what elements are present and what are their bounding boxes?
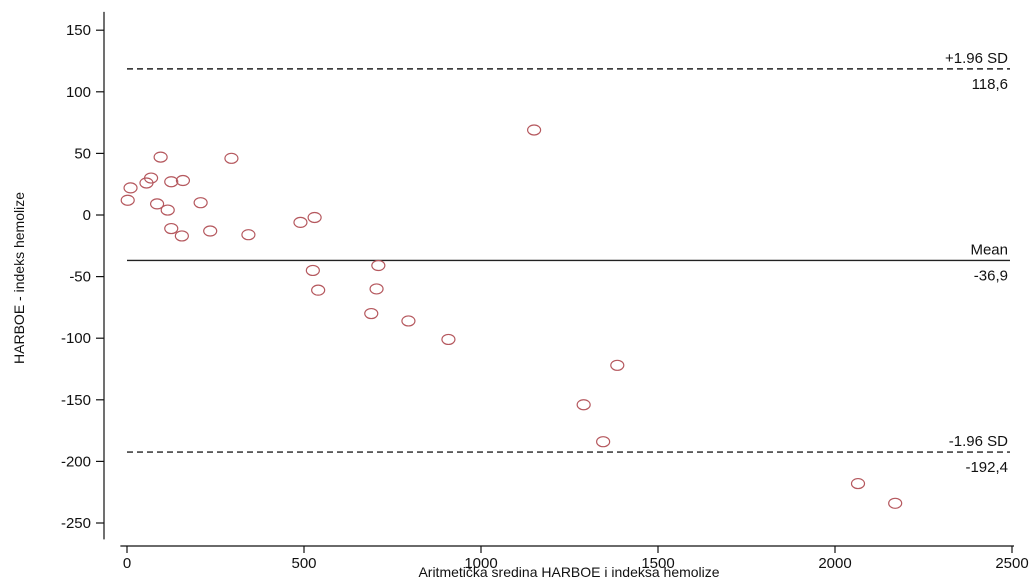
data-point bbox=[123, 182, 138, 194]
data-point bbox=[311, 284, 326, 296]
y-tick-label: -100 bbox=[61, 330, 91, 347]
y-tick-label: 150 bbox=[66, 22, 91, 39]
x-tick-label: 0 bbox=[123, 555, 131, 572]
x-axis-title: Aritmetička sredina HARBOE i indeksa hem… bbox=[418, 564, 719, 580]
data-point bbox=[441, 333, 456, 346]
data-point bbox=[175, 174, 191, 187]
data-point bbox=[164, 222, 179, 235]
reference-line-name: Mean bbox=[970, 241, 1008, 258]
data-point bbox=[193, 197, 208, 209]
data-point bbox=[224, 152, 239, 164]
x-tick-label: 500 bbox=[291, 555, 316, 572]
reference-line-value: -36,9 bbox=[974, 267, 1008, 284]
data-point bbox=[850, 477, 866, 490]
data-points bbox=[120, 124, 903, 509]
x-axis: 0 500 1000 1500 2000 2500 bbox=[120, 545, 1029, 572]
y-tick-label: -150 bbox=[61, 392, 91, 409]
data-point bbox=[164, 176, 179, 188]
y-axis-title: HARBOE - indeks hemolize bbox=[11, 192, 27, 364]
data-point bbox=[596, 436, 611, 448]
data-point bbox=[526, 124, 542, 136]
data-point bbox=[293, 216, 308, 228]
reference-line-value: 118,6 bbox=[972, 76, 1008, 93]
reference-line-name: -1.96 SD bbox=[949, 433, 1008, 450]
data-point bbox=[120, 194, 135, 206]
y-tick-label: -50 bbox=[69, 269, 91, 286]
data-point bbox=[174, 230, 189, 242]
data-point bbox=[369, 283, 384, 295]
data-point bbox=[364, 307, 379, 320]
data-point bbox=[576, 399, 591, 411]
y-axis: 150 100 50 0 -50 -100 -150 -200 -250 bbox=[61, 11, 105, 540]
data-point bbox=[371, 259, 386, 272]
data-point bbox=[305, 264, 320, 277]
data-point bbox=[203, 225, 218, 237]
y-tick-label: -250 bbox=[61, 515, 91, 532]
data-point bbox=[153, 151, 168, 163]
reference-lines: +1.96 SD 118,6 Mean -36,9 -1.96 SD -192,4 bbox=[127, 50, 1010, 476]
data-point bbox=[160, 204, 175, 216]
y-tick-label: 100 bbox=[66, 84, 91, 101]
x-tick-label: 1500 bbox=[641, 555, 674, 572]
y-tick-label: -200 bbox=[61, 453, 91, 470]
data-point bbox=[401, 315, 416, 327]
data-point bbox=[149, 198, 165, 210]
data-point bbox=[241, 229, 256, 241]
reference-line-value: -192,4 bbox=[965, 459, 1008, 476]
data-point bbox=[888, 497, 903, 509]
data-point bbox=[143, 172, 159, 184]
reference-line-name: +1.96 SD bbox=[945, 50, 1008, 67]
x-tick-label: 1000 bbox=[464, 555, 497, 572]
x-tick-label: 2000 bbox=[818, 555, 851, 572]
data-point bbox=[610, 359, 625, 371]
y-tick-label: 0 bbox=[83, 207, 91, 224]
data-point bbox=[307, 211, 322, 224]
y-tick-label: 50 bbox=[74, 145, 91, 162]
x-tick-label: 2500 bbox=[995, 555, 1028, 572]
